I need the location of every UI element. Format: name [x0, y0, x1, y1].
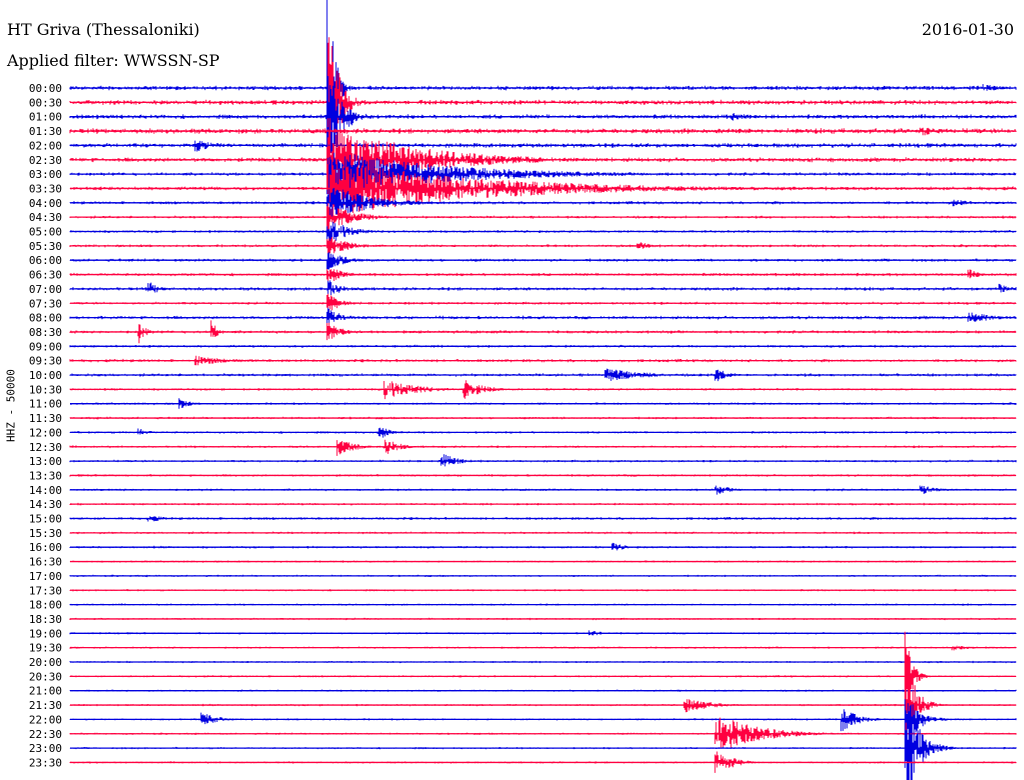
row-time-label: 12:30: [29, 441, 62, 454]
row-time-label: 04:30: [29, 211, 62, 224]
row-time-label: 03:00: [29, 168, 62, 181]
trace-row-0500: [69, 221, 1017, 245]
row-time-label: 09:00: [29, 340, 62, 353]
row-time-label: 19:30: [29, 642, 62, 655]
chart-title: HT Griva (Thessaloniki): [7, 20, 200, 39]
row-time-label: 18:00: [29, 599, 62, 612]
trace-row-0400: [69, 187, 1017, 221]
trace-row-0800: [69, 307, 1017, 326]
row-time-label: 09:30: [29, 355, 62, 368]
row-time-label: 11:30: [29, 412, 62, 425]
row-time-label: 10:30: [29, 383, 62, 396]
row-time-label: 12:00: [29, 426, 62, 439]
row-time-label: 13:30: [29, 469, 62, 482]
row-time-label: 14:00: [29, 484, 62, 497]
row-time-label: 19:00: [29, 627, 62, 640]
row-time-label: 15:00: [29, 513, 62, 526]
row-time-label: 08:30: [29, 326, 62, 339]
trace-row-0030: [69, 37, 1017, 178]
trace-row-1230: [69, 439, 1017, 456]
row-time-label: 18:30: [29, 613, 62, 626]
row-time-label: 17:30: [29, 584, 62, 597]
row-time-label: 23:00: [29, 742, 62, 755]
row-time-label: 11:00: [29, 398, 62, 411]
row-time-label: 22:30: [29, 728, 62, 741]
row-time-label: 23:30: [29, 756, 62, 769]
row-time-label: 10:00: [29, 369, 62, 382]
row-time-label: 20:30: [29, 670, 62, 683]
row-time-label: 21:30: [29, 699, 62, 712]
row-time-label: 07:00: [29, 283, 62, 296]
row-time-label: 06:00: [29, 254, 62, 267]
row-time-label: 03:30: [29, 182, 62, 195]
trace-row-2130: [69, 647, 1017, 755]
row-time-label: 16:00: [29, 541, 62, 554]
row-time-label: 01:30: [29, 125, 62, 138]
row-time-label: 16:30: [29, 556, 62, 569]
trace-row-0630: [69, 269, 1017, 283]
row-time-label: 08:00: [29, 312, 62, 325]
trace-row-0000: [69, 0, 1017, 195]
trace-row-0200: [69, 140, 1017, 152]
row-time-label: 22:00: [29, 713, 62, 726]
row-time-label: 06:30: [29, 269, 62, 282]
row-time-label: 13:00: [29, 455, 62, 468]
row-time-label: 14:30: [29, 498, 62, 511]
row-time-label: 01:00: [29, 111, 62, 124]
trace-row-2300: [69, 704, 1017, 780]
row-time-label: 17:00: [29, 570, 62, 583]
row-time-label: 02:00: [29, 139, 62, 152]
chart-date: 2016-01-30: [921, 20, 1014, 39]
trace-row-2030: [69, 631, 1017, 703]
row-time-label: 20:00: [29, 656, 62, 669]
filter-label: Applied filter: WWSSN-SP: [7, 51, 220, 70]
trace-row-0700: [69, 280, 1017, 299]
row-time-label: 15:30: [29, 527, 62, 540]
row-time-label: 02:30: [29, 154, 62, 167]
row-time-label: 00:30: [29, 96, 62, 109]
row-time-label: 05:00: [29, 226, 62, 239]
row-time-label: 21:00: [29, 685, 62, 698]
trace-row-0230: [69, 129, 1017, 195]
row-time-label: 07:30: [29, 297, 62, 310]
row-time-label: 00:00: [29, 82, 62, 95]
trace-row-1300: [69, 454, 1017, 467]
trace-row-0730: [69, 293, 1017, 311]
row-time-label: 05:30: [29, 240, 62, 253]
row-time-label: 04:00: [29, 197, 62, 210]
